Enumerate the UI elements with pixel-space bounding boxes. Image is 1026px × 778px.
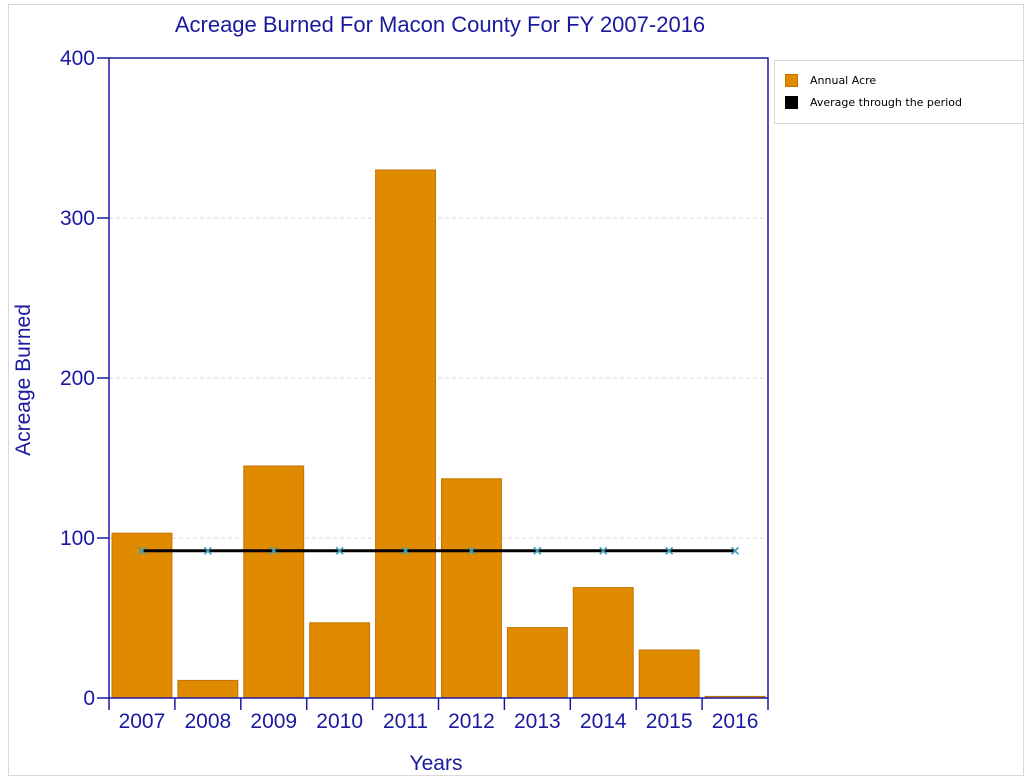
x-tick-label-2012: 2012 [448,710,495,733]
y-tick-label-200: 200 [60,367,95,390]
legend-item-annual-acre: Annual Acre [785,69,1023,91]
x-tick-label-2007: 2007 [119,710,166,733]
y-tick-label-400: 400 [60,47,95,70]
bar-2012 [441,478,502,699]
average-marker-2013 [533,546,542,555]
bar-2011 [375,169,437,699]
chart-title: Acreage Burned For Macon County For FY 2… [175,12,705,37]
x-tick-label-2015: 2015 [646,710,693,733]
y-axis-title: Acreage Burned [12,304,35,456]
bar-2015 [638,649,700,699]
x-axis-title: Years [410,752,463,775]
legend-item-average: Average through the period [785,91,1023,113]
average-marker-2011 [401,546,410,555]
legend-label-average: Average through the period [810,95,962,109]
average-marker-2015 [665,546,674,555]
legend-swatch-annual-acre [785,73,798,87]
legend-swatch-average [785,95,798,109]
y-tick-label-100: 100 [60,527,95,550]
legend: Annual Acre Average through the period [774,60,1024,124]
average-marker-2010 [335,546,344,555]
average-marker-2009 [269,546,278,555]
y-tick-label-0: 0 [83,687,95,710]
average-marker-2016 [730,546,740,555]
y-tick-label-300: 300 [60,207,95,230]
bar-2013 [506,627,568,699]
gridlines [109,57,768,539]
x-tick-label-2010: 2010 [316,710,363,733]
axes: 0 100 200 300 400 2007 2008 2009 2010 2011 2012 201… [60,47,769,733]
legend-label-annual-acre: Annual Acre [810,73,877,87]
bar-2008 [177,679,239,699]
bar-2009 [243,465,305,699]
average-marker-2008 [203,546,212,555]
x-tick-label-2009: 2009 [250,710,297,733]
average-marker-2007 [137,546,147,555]
bar-2014 [572,587,634,699]
bars [111,169,766,699]
average-marker-2012 [467,546,476,555]
x-tick-label-2011: 2011 [383,710,428,733]
bar-2007 [111,532,173,699]
x-tick-label-2016: 2016 [712,710,759,733]
average-line-series [137,546,740,555]
x-tick-label-2014: 2014 [580,710,627,733]
bar-2010 [309,622,371,699]
average-marker-2014 [599,546,608,555]
x-tick-label-2013: 2013 [514,710,561,733]
x-tick-label-2008: 2008 [184,710,231,733]
